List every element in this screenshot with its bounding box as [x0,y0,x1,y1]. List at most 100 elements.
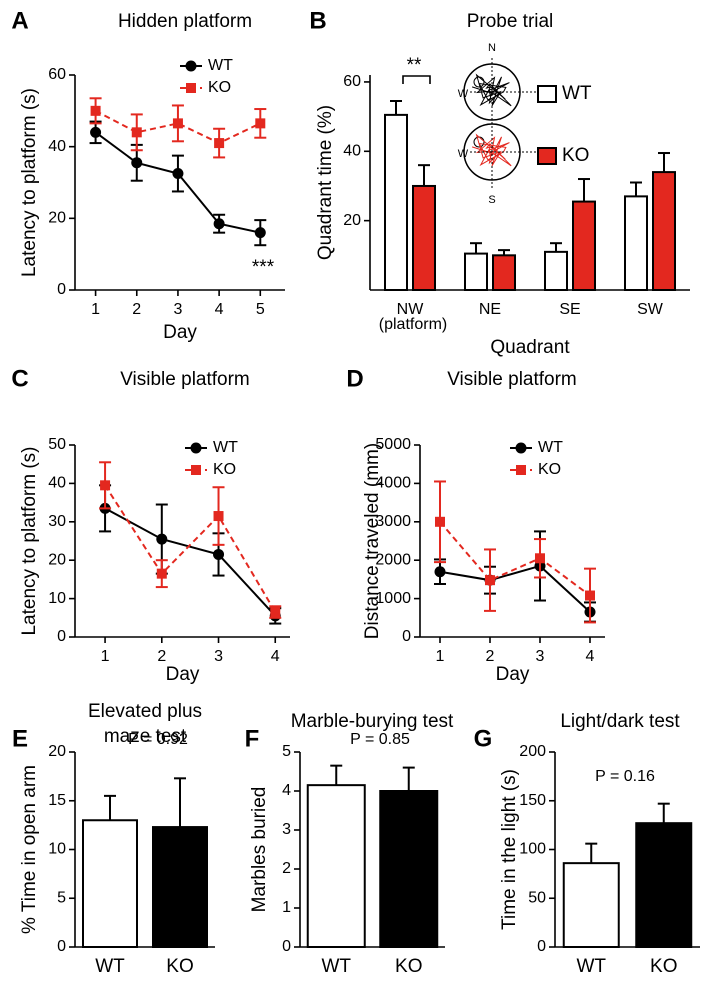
y-tick-label: 5 [57,889,66,906]
y-axis-label: Quadrant time (%) [315,105,336,260]
marker [156,533,168,545]
bar [652,171,676,291]
y-tick-label: 3000 [375,513,411,530]
annotation: P = 0.16 [595,768,655,785]
annotation: (platform) [379,316,447,333]
marker [172,168,184,180]
annotation: ** [407,55,422,76]
legend-label: WT [208,57,233,74]
y-tick-label: 3 [282,821,291,838]
marker [213,511,224,522]
y-axis-label: Distance traveled (mm) [362,443,383,639]
panel-letter: A [11,7,28,34]
y-tick-label: 0 [57,938,66,955]
y-tick-label: 5 [282,743,291,760]
x-tick-label: SW [637,301,664,318]
x-tick-label: 3 [536,648,545,665]
y-tick-label: 100 [519,841,546,858]
inset-trace [471,133,512,167]
chart-title: Visible platform [447,369,577,390]
x-axis-label: Quadrant [490,337,570,358]
bar [624,195,648,292]
y-tick-label: 0 [402,628,411,645]
x-tick-label: 1 [101,648,110,665]
y-tick-label: 40 [343,143,361,160]
marker [156,568,167,579]
x-tick-label: NE [479,301,501,318]
y-tick-label: 2 [282,860,291,877]
chart-title: maze test [104,726,187,747]
panel-letter: B [309,7,326,34]
series-line [439,564,591,613]
y-tick-label: 50 [528,889,546,906]
x-tick-label: 4 [586,648,595,665]
x-tick-label: WT [95,956,125,977]
x-axis-label: Day [163,322,197,343]
x-tick-label: WT [576,956,606,977]
y-tick-label: 60 [48,66,66,83]
x-tick-label: 4 [215,301,224,318]
y-axis-label: Latency to platform (s) [19,88,40,277]
marker [172,118,183,129]
panel-letter: G [474,725,493,752]
marker [186,83,196,93]
marker [131,127,142,138]
annotation: P = 0.92 [128,731,188,748]
annotation: P = 0.85 [350,731,410,748]
legend-swatch [537,147,557,165]
inset-trace [471,73,512,107]
x-tick-label: KO [395,956,422,977]
y-tick-label: 0 [537,938,546,955]
panel-letter: C [11,365,28,392]
x-tick-label: 5 [256,301,265,318]
marker [516,465,526,475]
bar [152,826,208,949]
marker [435,516,445,527]
y-tick-label: 0 [282,938,291,955]
series-line [104,484,277,613]
x-tick-label: 1 [91,301,100,318]
y-tick-label: 30 [48,513,66,530]
y-tick-label: 15 [48,792,66,809]
marker [214,138,225,149]
y-tick-label: 4 [282,782,291,799]
marker [90,105,101,116]
y-tick-label: 0 [57,628,66,645]
bar [379,790,439,948]
significance-bracket [402,75,431,84]
marker [100,480,111,491]
y-tick-label: 20 [48,551,66,568]
x-axis-label: Day [496,664,530,685]
y-tick-label: 20 [48,743,66,760]
inset-label: N [488,42,496,54]
y-tick-label: 40 [48,138,66,155]
x-tick-label: 2 [132,301,141,318]
marker [213,218,225,230]
x-tick-label: SE [559,301,580,318]
annotation: *** [252,257,275,278]
y-axis-label: % Time in open arm [19,765,40,934]
chart-title: Elevated plus [88,701,202,722]
bar [544,250,568,292]
y-tick-label: 50 [48,436,66,453]
y-tick-label: 20 [48,210,66,227]
marker [270,607,281,618]
series-line [439,521,591,597]
inset-label: W [458,148,469,160]
y-tick-label: 2000 [375,551,411,568]
y-axis-label: Latency to platform (s) [19,446,40,635]
marker [515,442,527,454]
x-tick-label: 3 [173,301,182,318]
panel-letter: D [346,365,363,392]
bar [492,254,516,292]
y-tick-label: 20 [343,212,361,229]
chart-title: Visible platform [120,369,250,390]
x-tick-label: 3 [214,648,223,665]
x-tick-label: 1 [436,648,445,665]
y-tick-label: 0 [57,281,66,298]
y-tick-label: 60 [343,73,361,90]
legend-label: WT [562,83,592,104]
y-tick-label: 1000 [375,590,411,607]
x-tick-label: NW [397,301,425,318]
marker [485,575,495,586]
